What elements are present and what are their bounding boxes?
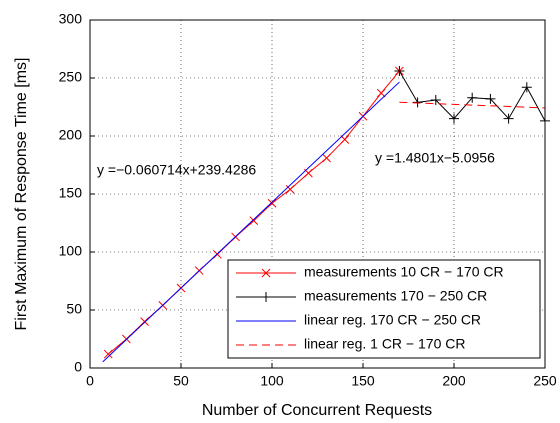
legend-label: linear reg. 170 CR − 250 CR (304, 312, 481, 328)
y-tick-label: 0 (74, 359, 82, 375)
y-tick-label: 300 (59, 11, 83, 27)
legend-label: measurements 170 − 250 CR (304, 288, 487, 304)
x-tick-label: 250 (533, 373, 557, 389)
x-axis-label: Number of Concurrent Requests (202, 402, 432, 419)
marker (521, 82, 532, 93)
marker (340, 135, 350, 144)
series-line (399, 101, 546, 109)
marker (485, 93, 496, 104)
x-tick-label: 0 (86, 373, 94, 389)
legend-box (227, 259, 541, 359)
y-tick-label: 150 (59, 185, 83, 201)
x-tick-label: 50 (173, 373, 189, 389)
marker (449, 113, 459, 124)
marker (322, 153, 331, 163)
series-line (102, 81, 400, 363)
marker (394, 66, 405, 77)
legend-label: measurements 10 CR − 170 CR (304, 264, 504, 280)
marker (249, 216, 259, 226)
marker (261, 292, 271, 302)
x-tick-label: 200 (442, 373, 466, 389)
marker (503, 113, 514, 124)
plot-frame (89, 19, 546, 369)
annotation: y =−0.060714x+239.4286 (97, 162, 256, 178)
y-tick-label: 250 (59, 69, 83, 85)
y-tick-label: 200 (59, 127, 83, 143)
marker (267, 198, 277, 208)
marker (261, 268, 271, 278)
marker (430, 95, 441, 106)
marker (376, 88, 386, 98)
y-tick-label: 50 (66, 301, 82, 317)
marker (285, 185, 295, 194)
marker (103, 349, 113, 359)
x-tick-label: 150 (351, 373, 375, 389)
y-tick-label: 100 (59, 243, 83, 259)
annotation: y =1.4801x−5.0956 (375, 150, 495, 166)
y-axis-label: First Maximum of Response Time [ms] (13, 58, 30, 331)
legend-label: linear reg. 1 CR − 170 CR (304, 336, 465, 352)
x-tick-label: 100 (260, 373, 284, 389)
marker (467, 92, 478, 103)
